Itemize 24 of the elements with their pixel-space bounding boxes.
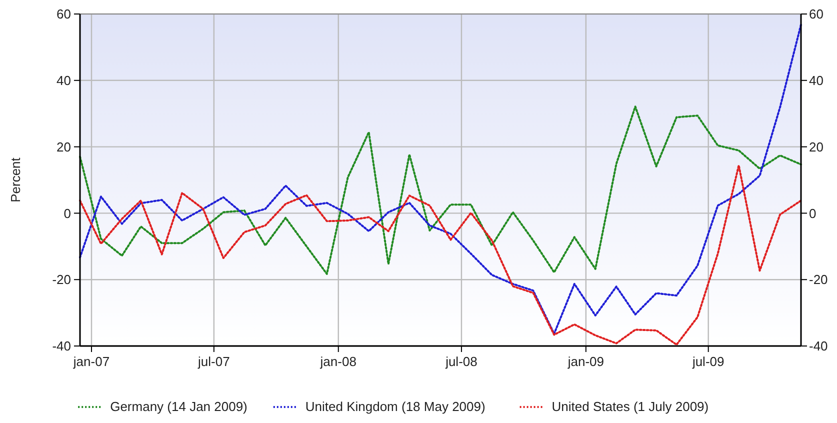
x-tick-label: jul-09	[691, 354, 724, 369]
y2-tick-label: -20	[809, 272, 828, 288]
y2-tick-label: -40	[809, 338, 828, 354]
x-tick-label: jul-07	[197, 354, 230, 369]
x-tick-label: jul-08	[444, 354, 478, 369]
x-tick-label: jan-09	[566, 354, 604, 369]
y2-tick-label: 0	[809, 206, 816, 221]
y-tick-label: 0	[64, 206, 71, 221]
legend-label: United States (1 July 2009)	[552, 399, 709, 414]
x-tick-label: jan-08	[319, 354, 356, 369]
y-tick-label: 60	[56, 6, 71, 22]
legend-label: Germany (14 Jan 2009)	[110, 399, 248, 414]
y2-tick-label: 60	[809, 6, 824, 22]
x-tick-label: jan-07	[72, 354, 110, 369]
y-tick-label: 40	[56, 72, 71, 88]
legend-label: United Kingdom (18 May 2009)	[305, 399, 486, 414]
line-series	[79, 24, 802, 335]
line-series	[79, 106, 802, 275]
y2-tick-label: 40	[809, 72, 824, 88]
y-tick-label: 20	[56, 139, 71, 154]
y-tick-label: -40	[52, 338, 71, 354]
y-tick-label: -20	[52, 272, 71, 288]
y2-tick-label: 20	[809, 139, 824, 154]
y-axis-title: Percent	[8, 157, 23, 202]
